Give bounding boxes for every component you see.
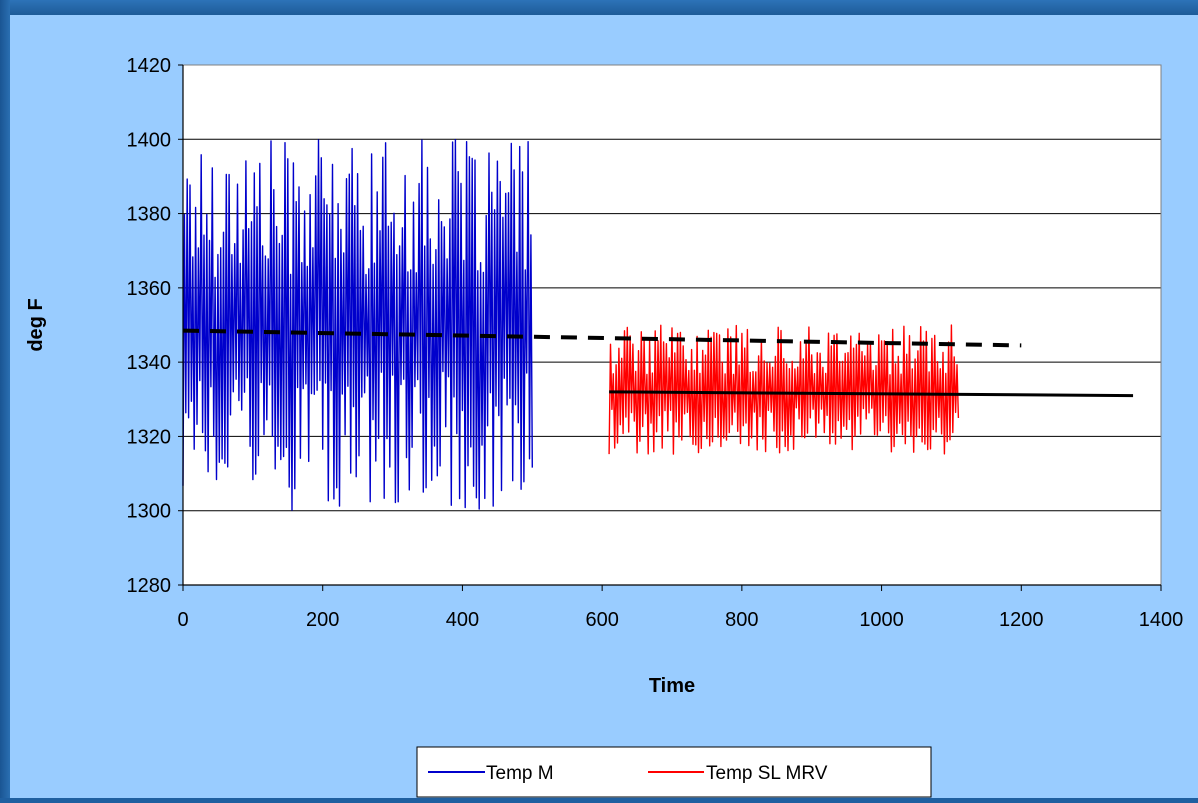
x-tick-label-0: 0 (177, 609, 188, 631)
x-tick-label-600: 600 (585, 609, 618, 631)
y-tick-label-1320: 1320 (127, 426, 172, 448)
series-line-temp-m (182, 138, 533, 511)
x-tick-label-1200: 1200 (999, 609, 1044, 631)
legend-label-temp-m: Temp M (486, 763, 554, 784)
y-tick-label-1360: 1360 (127, 278, 172, 300)
window-frame-top (0, 0, 1198, 15)
series-layer (182, 138, 960, 511)
legend-label-clip (593, 755, 643, 789)
chart-area: 1280 1300 1320 1340 1360 1380 1400 1420 0 200 400 6… (10, 15, 1198, 798)
x-tick-label-1400: 1400 (1139, 609, 1184, 631)
y-tick-label-1420: 1420 (127, 55, 172, 77)
temperature-line-chart: 1280 1300 1320 1340 1360 1380 1400 1420 0 200 400 6… (25, 55, 1184, 798)
y-tick-label-1340: 1340 (127, 352, 172, 374)
y-tick-label-1280: 1280 (127, 575, 172, 597)
x-tick-label-400: 400 (446, 609, 479, 631)
tick-labels: 1280 1300 1320 1340 1360 1380 1400 1420 0 200 400 6… (127, 55, 1184, 631)
series-line-temp-sl-mrv (608, 324, 960, 455)
y-tick-label-1380: 1380 (127, 204, 172, 226)
trendline-dashed (182, 328, 1022, 348)
x-tick-label-800: 800 (725, 609, 758, 631)
y-tick-label-1300: 1300 (127, 501, 172, 523)
legend-label-temp-sl-mrv: Temp SL MRV (706, 763, 828, 784)
y-tick-label-1400: 1400 (127, 129, 172, 151)
trendline-layer (182, 328, 1134, 398)
x-tick-label-200: 200 (306, 609, 339, 631)
trendline-solid (609, 390, 1134, 398)
x-axis-title: Time (649, 675, 695, 697)
window-frame-left (0, 0, 10, 798)
legend: Temp M Temp SL MRV (416, 746, 932, 798)
y-axis-title: deg F (25, 298, 47, 351)
x-tick-label-1000: 1000 (859, 609, 904, 631)
axes (178, 64, 1162, 591)
